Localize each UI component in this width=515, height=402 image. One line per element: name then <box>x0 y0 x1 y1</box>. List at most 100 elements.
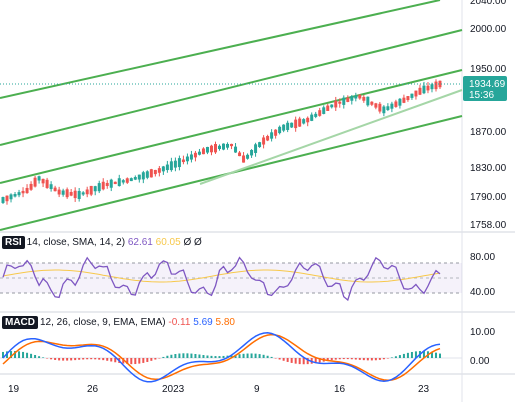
candle-body[interactable] <box>338 101 342 104</box>
candle-body[interactable] <box>226 143 230 148</box>
candle-body[interactable] <box>1 197 5 203</box>
candle-body[interactable] <box>9 194 13 200</box>
candle-body[interactable] <box>129 178 133 182</box>
candle-body[interactable] <box>145 171 149 178</box>
rsi-legend[interactable]: RSI 14, close, SMA, 14, 2) 62.61 60.05 Ø … <box>2 236 202 249</box>
candle-body[interactable] <box>177 158 181 168</box>
candle-body[interactable] <box>149 169 153 178</box>
candle-body[interactable] <box>250 149 254 156</box>
candle-body[interactable] <box>45 179 49 188</box>
candle-body[interactable] <box>406 96 410 101</box>
trend-channel-lines[interactable] <box>0 0 463 231</box>
candle-body[interactable] <box>302 119 306 124</box>
candle-body[interactable] <box>137 174 141 180</box>
candle-body[interactable] <box>201 148 205 155</box>
candle-body[interactable] <box>242 155 246 163</box>
candle-body[interactable] <box>21 190 25 194</box>
candle-body[interactable] <box>294 119 298 129</box>
candle-body[interactable] <box>310 114 314 121</box>
candle-body[interactable] <box>85 189 89 195</box>
candlestick-series[interactable] <box>1 79 442 205</box>
candle-body[interactable] <box>97 183 101 192</box>
candle-body[interactable] <box>258 142 262 148</box>
time-axis[interactable]: 19 26 2023 9 16 23 <box>8 384 430 395</box>
candle-body[interactable] <box>246 154 250 159</box>
candle-body[interactable] <box>109 179 113 188</box>
candle-body[interactable] <box>414 90 418 97</box>
candle-body[interactable] <box>278 126 282 134</box>
candle-body[interactable] <box>77 190 81 200</box>
candle-body[interactable] <box>121 180 125 183</box>
candle-body[interactable] <box>354 95 358 99</box>
candle-body[interactable] <box>53 187 57 192</box>
candle-body[interactable] <box>61 190 65 195</box>
candle-body[interactable] <box>105 182 109 187</box>
candle-body[interactable] <box>346 97 350 102</box>
candle-body[interactable] <box>422 85 426 94</box>
candle-body[interactable] <box>410 93 414 98</box>
candle-body[interactable] <box>318 110 322 116</box>
candle-body[interactable] <box>41 178 45 184</box>
candle-body[interactable] <box>133 177 137 180</box>
candle-body[interactable] <box>382 106 386 114</box>
candle-body[interactable] <box>418 87 422 95</box>
support-trendline[interactable] <box>199 89 463 185</box>
candle-body[interactable] <box>430 84 434 90</box>
candle-body[interactable] <box>13 193 17 197</box>
candle-body[interactable] <box>314 113 318 117</box>
candle-body[interactable] <box>193 152 197 158</box>
candle-body[interactable] <box>141 172 145 180</box>
candle-body[interactable] <box>350 96 354 101</box>
candle-body[interactable] <box>181 159 185 163</box>
candle-body[interactable] <box>153 169 157 175</box>
candle-body[interactable] <box>73 190 77 199</box>
candle-body[interactable] <box>197 151 201 155</box>
candle-body[interactable] <box>81 192 85 195</box>
candle-body[interactable] <box>378 103 382 112</box>
candle-body[interactable] <box>49 184 53 190</box>
candle-body[interactable] <box>362 96 366 101</box>
candle-body[interactable] <box>33 177 37 187</box>
candle-body[interactable] <box>17 192 21 196</box>
candle-body[interactable] <box>342 97 346 105</box>
candle-body[interactable] <box>366 96 370 106</box>
candle-body[interactable] <box>306 117 310 123</box>
candle-body[interactable] <box>438 80 442 88</box>
candle-body[interactable] <box>161 166 165 172</box>
candle-body[interactable] <box>217 145 221 150</box>
rsi-line[interactable] <box>2 256 441 302</box>
candle-body[interactable] <box>113 181 117 185</box>
candle-body[interactable] <box>101 181 105 190</box>
candle-body[interactable] <box>386 106 390 111</box>
channel-line[interactable] <box>0 0 441 99</box>
channel-line[interactable] <box>0 29 463 146</box>
candle-body[interactable] <box>222 143 226 150</box>
candle-body[interactable] <box>209 145 213 153</box>
candle-body[interactable] <box>254 144 258 153</box>
candle-body[interactable] <box>57 189 61 195</box>
candle-body[interactable] <box>402 97 406 103</box>
candle-body[interactable] <box>93 186 97 192</box>
candle-body[interactable] <box>230 143 234 147</box>
candle-body[interactable] <box>434 81 438 90</box>
candle-body[interactable] <box>334 100 338 108</box>
candle-body[interactable] <box>234 146 238 153</box>
macd-line[interactable] <box>2 332 441 383</box>
candle-body[interactable] <box>270 132 274 139</box>
candle-body[interactable] <box>173 160 177 168</box>
candle-body[interactable] <box>185 156 189 162</box>
macd-signal-line[interactable] <box>2 333 441 382</box>
candle-body[interactable] <box>374 103 378 108</box>
candle-body[interactable] <box>330 104 334 108</box>
candle-body[interactable] <box>238 152 242 157</box>
rsi-ma-line[interactable] <box>2 269 441 283</box>
candle-body[interactable] <box>29 183 33 190</box>
candle-body[interactable] <box>370 101 374 105</box>
candle-body[interactable] <box>25 187 29 194</box>
candle-body[interactable] <box>326 105 330 111</box>
candle-body[interactable] <box>394 101 398 107</box>
candle-body[interactable] <box>89 185 93 195</box>
candle-body[interactable] <box>169 161 173 171</box>
candle-body[interactable] <box>398 98 402 106</box>
